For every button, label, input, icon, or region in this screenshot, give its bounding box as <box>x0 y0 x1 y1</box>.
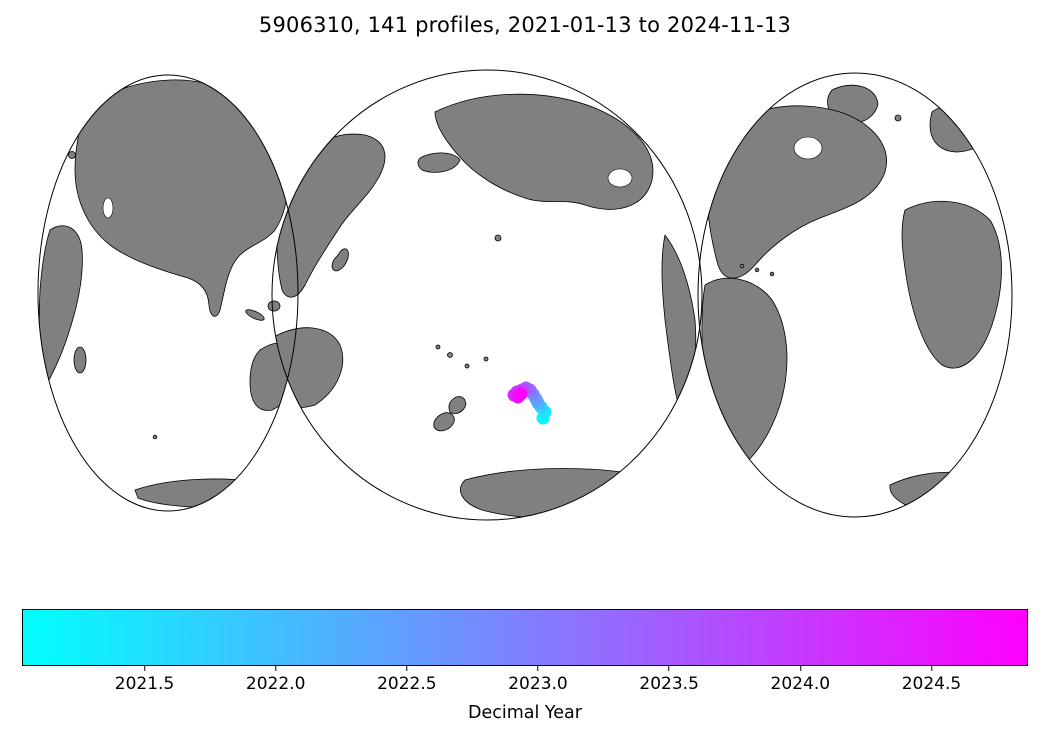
colorbar-tick-label: 2021.5 <box>114 674 175 694</box>
antarctica-middle <box>460 468 682 519</box>
pacific-island-4 <box>436 345 440 349</box>
hawaii-island <box>495 235 501 241</box>
africa-west <box>902 201 1001 368</box>
map-lobe-outlines <box>38 70 1012 520</box>
pacific-island-3 <box>484 357 488 361</box>
colorbar-tick: 2023.5 <box>639 666 699 694</box>
north-america-right <box>706 106 886 278</box>
colorbar-tick: 2024.5 <box>902 666 961 694</box>
europe-right <box>930 102 995 152</box>
colorbar-tick-mark <box>930 666 932 671</box>
colorbar-tick-label: 2023.0 <box>508 674 568 694</box>
new-zealand-south-island <box>434 413 455 431</box>
colorbar-tick: 2024.0 <box>771 666 830 694</box>
madagascar-island <box>74 347 86 373</box>
right-lobe-outline <box>698 73 1012 517</box>
caribbean-island-1 <box>740 264 744 268</box>
kerguelen-island <box>153 435 157 439</box>
world-map <box>20 60 1030 540</box>
colorbar-tick-mark <box>668 666 670 671</box>
left-lobe-outline <box>38 75 298 511</box>
hudson-bay-right <box>794 137 822 159</box>
pacific-island-2 <box>465 364 469 368</box>
colorbar-tick-mark <box>406 666 408 671</box>
iceland-island <box>895 115 901 121</box>
alaska-peninsula <box>418 153 460 172</box>
colorbar-tick-label: 2022.5 <box>377 674 437 694</box>
colorbar-tick: 2021.5 <box>115 666 174 694</box>
colorbar-tick-mark <box>799 666 801 671</box>
africa-east-coast <box>39 226 82 390</box>
colorbar-gradient <box>23 610 1027 665</box>
colorbar-tick-label: 2022.0 <box>245 674 306 694</box>
colorbar <box>22 609 1028 666</box>
colorbar-tick-mark <box>275 666 277 671</box>
british-isles-island <box>69 152 76 159</box>
colorbar-tick-label: 2024.5 <box>901 674 962 694</box>
colorbar-tick: 2022.0 <box>246 666 305 694</box>
borneo-island <box>268 301 280 311</box>
scatter-layer <box>507 381 552 425</box>
profile-point <box>514 387 528 401</box>
indonesia-islands <box>244 308 265 323</box>
colorbar-tick-mark <box>143 666 145 671</box>
colorbar-tick: 2022.5 <box>377 666 437 694</box>
caribbean-island-3 <box>770 272 774 276</box>
north-america-middle <box>435 94 653 209</box>
hudson-bay-middle <box>608 169 632 187</box>
colorbar-ticks: 2021.5 2022.0 2022.5 2023.0 2023.5 2024.0 2024… <box>22 666 1028 698</box>
antarctica-right <box>890 472 1000 513</box>
colorbar-tick-label: 2023.5 <box>639 674 699 694</box>
colorbar-label: Decimal Year <box>468 703 582 723</box>
colorbar-tick: 2023.0 <box>508 666 568 694</box>
pacific-island-1 <box>448 353 453 358</box>
figure-title: 5906310, 141 profiles, 2021-01-13 to 202… <box>258 13 792 37</box>
japan-islands <box>332 249 348 271</box>
colorbar-tick-label: 2024.0 <box>770 674 831 694</box>
caribbean-island-2 <box>755 268 759 272</box>
middle-lobe-outline <box>272 70 702 520</box>
caspian-sea-lake <box>103 198 113 218</box>
new-zealand-north-island <box>449 397 466 414</box>
colorbar-tick-mark <box>537 666 539 671</box>
